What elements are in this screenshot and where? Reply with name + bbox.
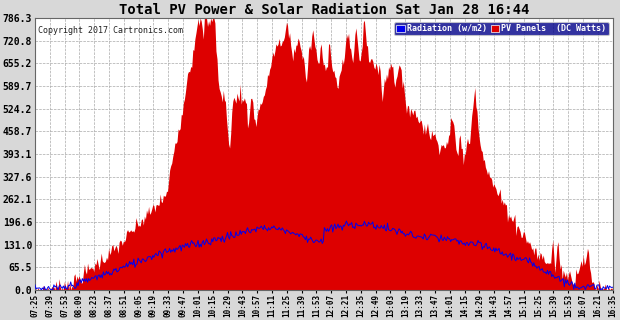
Title: Total PV Power & Solar Radiation Sat Jan 28 16:44: Total PV Power & Solar Radiation Sat Jan… <box>118 3 529 17</box>
Legend: Radiation (w/m2), PV Panels  (DC Watts): Radiation (w/m2), PV Panels (DC Watts) <box>394 22 609 35</box>
Text: Copyright 2017 Cartronics.com: Copyright 2017 Cartronics.com <box>38 26 183 35</box>
